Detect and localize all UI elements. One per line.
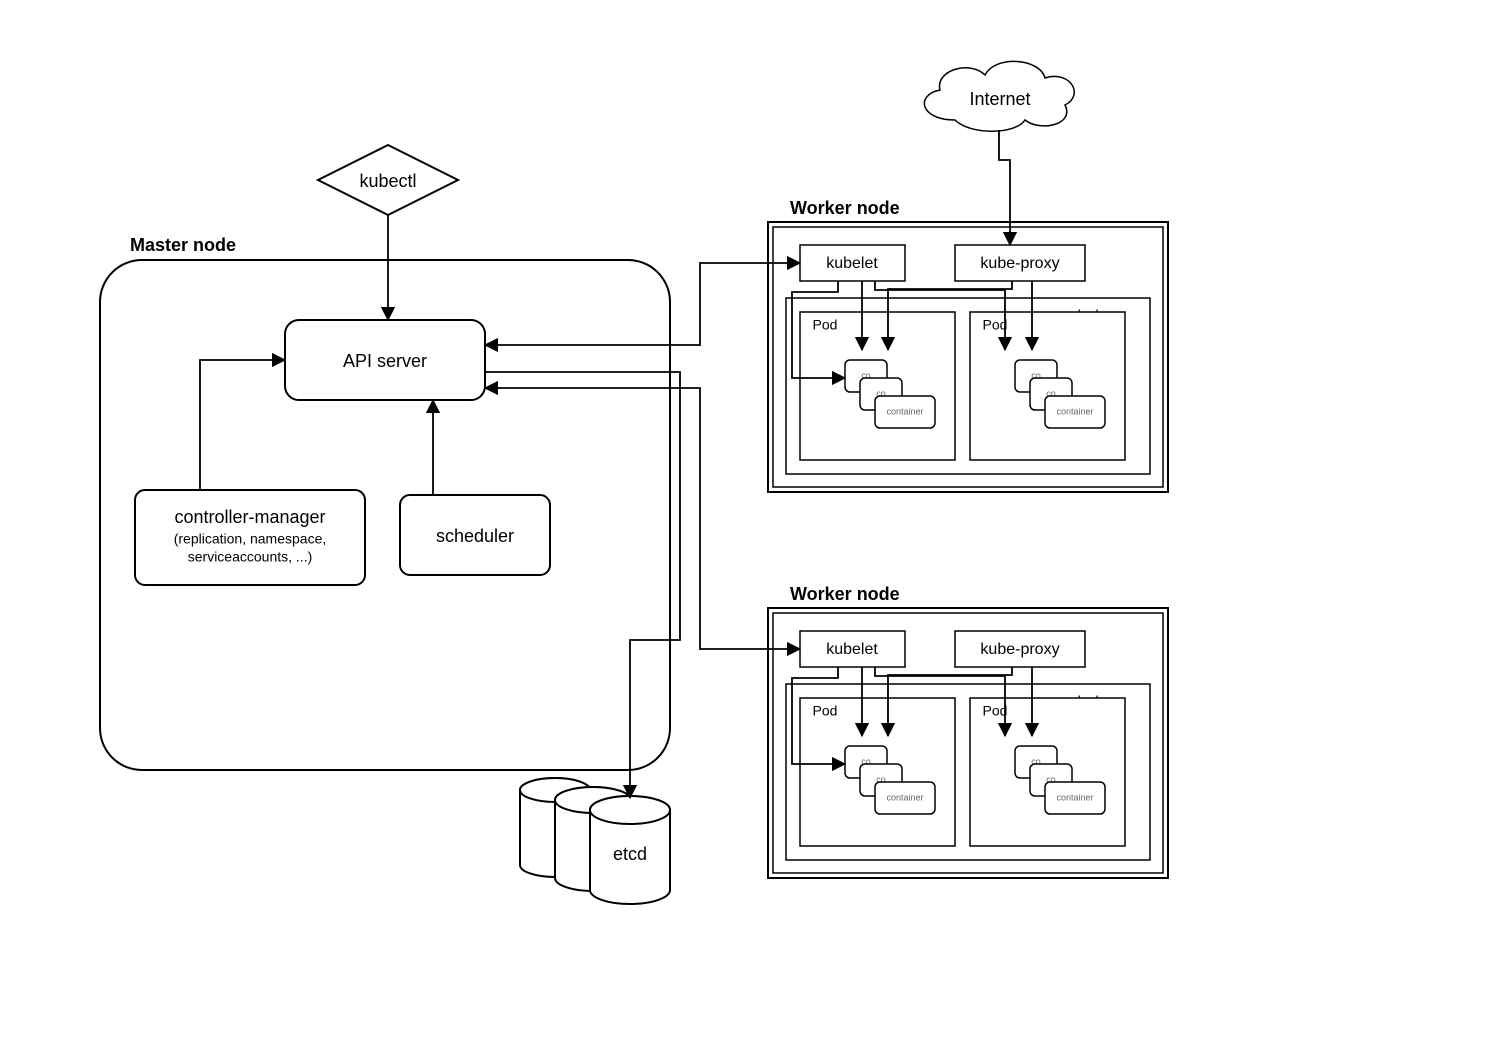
scheduler-label: scheduler — [436, 526, 514, 546]
controller-manager-sub2: serviceaccounts, ...) — [188, 549, 313, 565]
svg-text:container: container — [886, 792, 923, 802]
worker2-title: Worker node — [790, 584, 900, 604]
etcd-label: etcd — [613, 844, 647, 864]
svg-text:container: container — [886, 406, 923, 416]
internet-node: Internet — [924, 61, 1074, 131]
internet-label: Internet — [969, 89, 1030, 109]
architecture-diagram: Internet kubectl Master node API server … — [0, 0, 1492, 1060]
svg-text:container: container — [1056, 406, 1093, 416]
worker1-title: Worker node — [790, 198, 900, 218]
w1-pod2-label: Pod — [983, 317, 1008, 333]
w2-pod2-label: Pod — [983, 703, 1008, 719]
controller-manager-sub1: (replication, namespace, — [174, 531, 327, 547]
master-title: Master node — [130, 235, 236, 255]
w2-pod1-label: Pod — [813, 703, 838, 719]
svg-text:container: container — [1056, 792, 1093, 802]
kubectl-node: kubectl — [318, 145, 458, 215]
w1-kproxy-label: kube-proxy — [980, 255, 1059, 272]
w1-pod1-label: Pod — [813, 317, 838, 333]
w2-kubelet-label: kubelet — [826, 641, 878, 658]
etcd-node: etcd — [520, 778, 670, 904]
controller-manager-label: controller-manager — [174, 507, 325, 527]
kubectl-label: kubectl — [359, 171, 416, 191]
w1-kubelet-label: kubelet — [826, 255, 878, 272]
w2-kproxy-label: kube-proxy — [980, 641, 1059, 658]
api-server-label: API server — [343, 351, 427, 371]
